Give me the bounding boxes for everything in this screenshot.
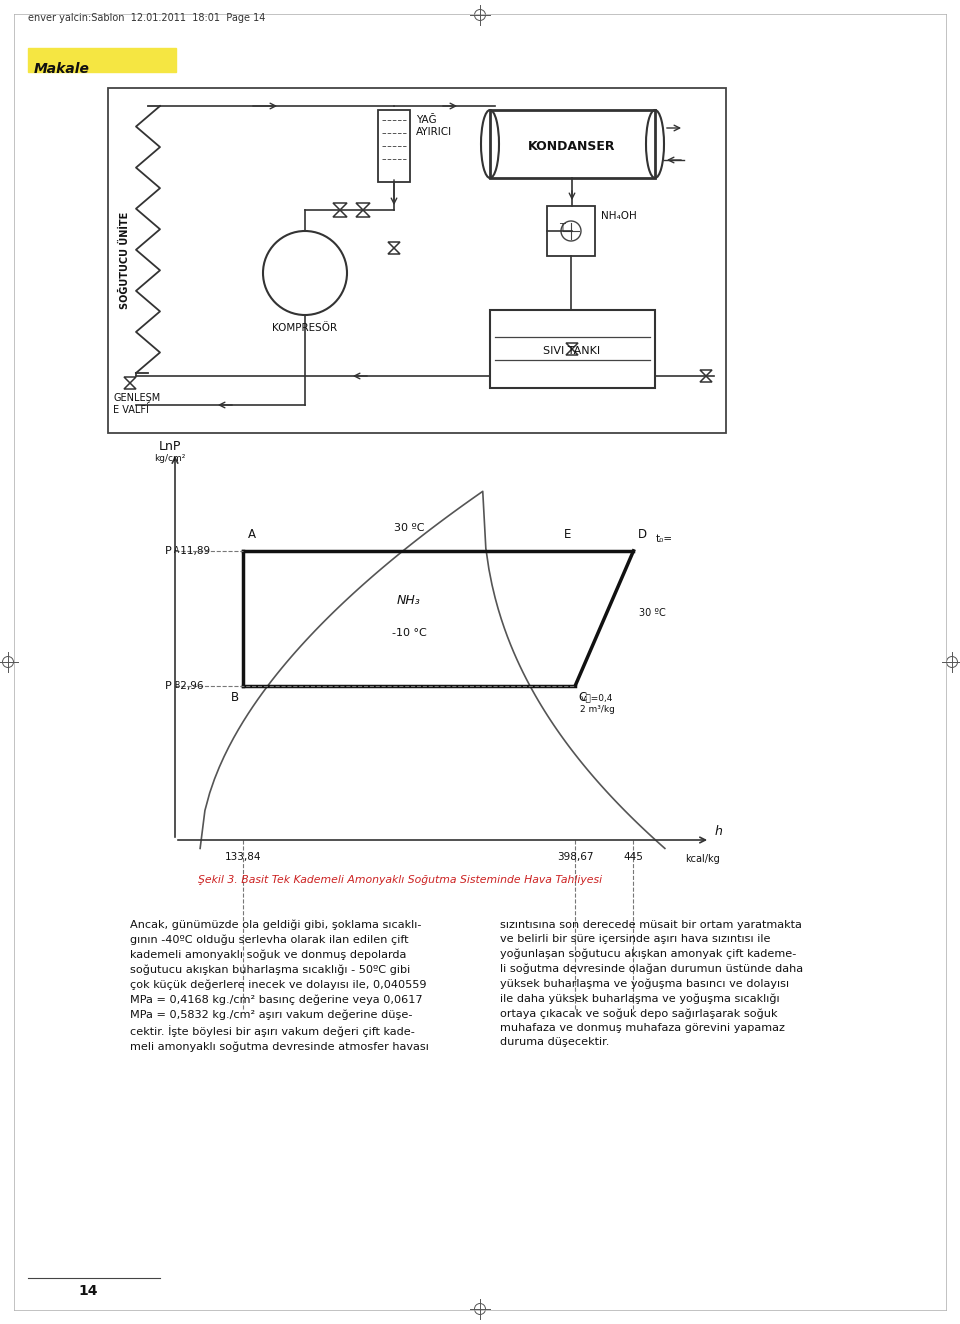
Bar xyxy=(490,310,655,388)
Text: kg/cm²: kg/cm² xyxy=(155,454,185,463)
Text: sızıntısına son derecede müsait bir ortam yaratmakta
ve belirli bir süre içersin: sızıntısına son derecede müsait bir orta… xyxy=(500,920,804,1047)
Text: E: E xyxy=(564,528,571,542)
Text: P: P xyxy=(165,681,172,691)
Text: v꜀=0,4
2 m³/kg: v꜀=0,4 2 m³/kg xyxy=(580,694,615,714)
Text: 11,89: 11,89 xyxy=(177,545,210,556)
Text: 14: 14 xyxy=(79,1284,98,1298)
Text: enver yalcin:Sablon  12.01.2011  18:01  Page 14: enver yalcin:Sablon 12.01.2011 18:01 Pag… xyxy=(28,13,265,23)
Text: Makale: Makale xyxy=(34,62,90,75)
Text: SOĞUTUCU ÜNİTE: SOĞUTUCU ÜNİTE xyxy=(120,212,130,308)
Bar xyxy=(378,110,410,181)
Text: kcal/kg: kcal/kg xyxy=(684,854,719,865)
Text: P: P xyxy=(165,545,172,556)
Text: SIVI TANKI: SIVI TANKI xyxy=(543,346,601,356)
Text: 133,84: 133,84 xyxy=(225,853,261,862)
Text: h: h xyxy=(715,825,723,838)
Text: B: B xyxy=(230,691,239,703)
Text: 2,96: 2,96 xyxy=(177,681,204,691)
Text: NH₃: NH₃ xyxy=(397,593,420,606)
Text: GENLEŞM
E VALFİ: GENLEŞM E VALFİ xyxy=(113,393,160,414)
Text: -10 °C: -10 °C xyxy=(392,628,426,638)
Bar xyxy=(547,207,595,256)
Bar xyxy=(108,87,726,433)
Text: Şekil 3. Basit Tek Kademeli Amonyaklı Soğutma Sisteminde Hava Tahliyesi: Şekil 3. Basit Tek Kademeli Amonyaklı So… xyxy=(198,875,602,884)
Text: D: D xyxy=(637,528,647,542)
Text: t₀=: t₀= xyxy=(656,534,673,544)
Text: 30 ºC: 30 ºC xyxy=(394,523,424,532)
Text: 445: 445 xyxy=(624,853,643,862)
Text: A: A xyxy=(174,545,180,555)
Text: NH₄OH: NH₄OH xyxy=(601,211,636,221)
Bar xyxy=(28,48,176,71)
Text: LnP: LnP xyxy=(158,440,181,453)
Text: T: T xyxy=(559,222,564,233)
Text: B: B xyxy=(174,681,180,690)
Text: KOMPRESÖR: KOMPRESÖR xyxy=(273,323,338,334)
Text: YAĞ
AYIRICI: YAĞ AYIRICI xyxy=(416,115,452,138)
Text: 398,67: 398,67 xyxy=(557,853,593,862)
Text: Ancak, günümüzde ola geldiği gibi, şoklama sıcaklı-
gının -40ºC olduğu serlevha : Ancak, günümüzde ola geldiği gibi, şokla… xyxy=(130,920,429,1053)
Text: KONDANSER: KONDANSER xyxy=(528,139,615,152)
Text: A: A xyxy=(248,528,255,542)
Text: 30 ºC: 30 ºC xyxy=(639,608,666,618)
Bar xyxy=(490,110,655,177)
Text: C: C xyxy=(578,691,587,703)
